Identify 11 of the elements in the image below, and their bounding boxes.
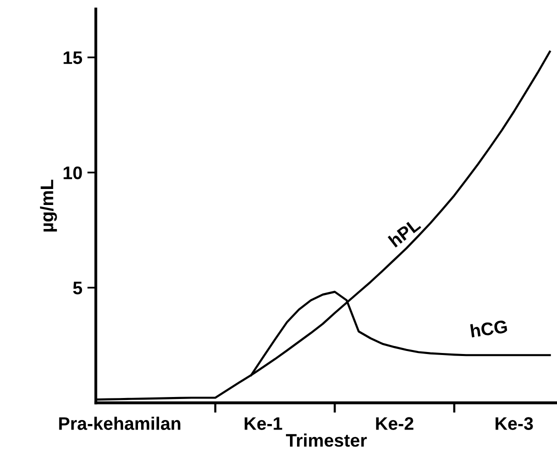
text: hCG bbox=[470, 319, 508, 338]
y-tick-label: 5 bbox=[73, 282, 82, 294]
y-axis-title: µg/mL bbox=[40, 180, 57, 232]
y-tick-label: 15 bbox=[64, 52, 82, 64]
text: hPL bbox=[388, 217, 422, 248]
x-tick-label: Ke-3 bbox=[496, 417, 533, 430]
y-tick-label: 10 bbox=[64, 166, 82, 180]
x-tick-label: Ke-1 bbox=[244, 417, 282, 430]
x-axis-title: Trimester bbox=[286, 434, 367, 447]
x-tick-label: Pra-kehamilan bbox=[59, 416, 180, 430]
x-tick-label: Ke-2 bbox=[376, 417, 414, 430]
